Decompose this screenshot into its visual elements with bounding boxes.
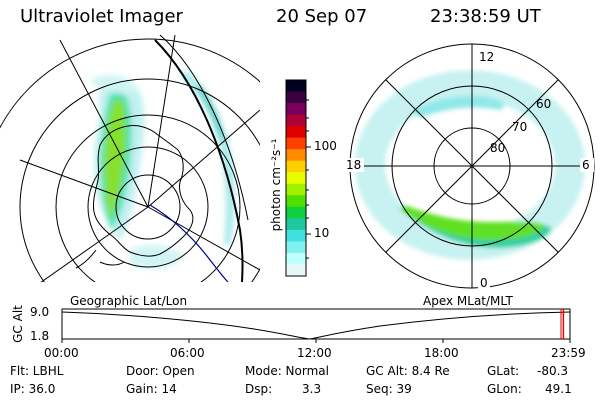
timeline-xtick-2359: 23:59 (551, 346, 586, 360)
colorbar-swatch (286, 160, 306, 173)
info-glon-value: 49.1 (545, 382, 572, 396)
earth-limb (154, 39, 244, 282)
mlat-label-70: 70 (512, 120, 528, 134)
right-panel-label: Apex MLat/MLT (423, 294, 513, 308)
mlat-label-60: 60 (536, 97, 552, 111)
timeline-xtick-0000: 00:00 (44, 346, 79, 360)
left-panel-label: Geographic Lat/Lon (70, 294, 188, 308)
header-time: 23:38:59 UT (430, 6, 541, 27)
colorbar-swatch (286, 195, 306, 208)
timeline-xtick-0600: 06:00 (170, 346, 205, 360)
mlat-label-80: 80 (490, 141, 506, 155)
colorbar-unit-label: photon cm⁻²s⁻¹ (269, 138, 283, 232)
coastline (93, 125, 194, 257)
timeline-xtick-1800: 18:00 (424, 346, 459, 360)
info-glat-label: GLat: (487, 364, 520, 378)
colorbar-swatch (286, 137, 306, 150)
info-dsp-value: 3.3 (302, 382, 322, 396)
colorbar-swatch (286, 80, 306, 93)
colorbar-tick-100: 100 (314, 139, 337, 153)
colorbar-swatch (286, 172, 306, 185)
info-door: Door: Open (126, 364, 195, 378)
colorbar-swatch (286, 241, 306, 254)
mlt-label-18: 18 (346, 158, 362, 172)
colorbar-swatch (286, 149, 306, 162)
terminator-line (149, 204, 229, 282)
colorbar-swatch (286, 103, 306, 116)
info-glat-value: -80.3 (537, 364, 569, 378)
info-ip: IP: 36.0 (10, 382, 56, 396)
timeline-ylabel: GC Alt (11, 305, 25, 343)
apex-polar-map (344, 43, 595, 290)
timeline-xtick-1200: 12:00 (297, 346, 332, 360)
aurora-bottom-patch (130, 244, 185, 269)
color-bar (285, 79, 311, 277)
info-glon-label: GLon: (487, 382, 522, 396)
info-dsp-label: Dsp: (245, 382, 273, 396)
colorbar-swatch (286, 264, 306, 277)
app-title: Ultraviolet Imager (20, 6, 183, 27)
colorbar-swatch (286, 229, 306, 242)
mlt-label-6: 6 (582, 158, 590, 172)
colorbar-swatch (286, 114, 306, 127)
info-gc-alt: GC Alt: 8.4 Re (366, 364, 450, 378)
colorbar-swatch (286, 218, 306, 231)
mlt-label-0: 0 (480, 276, 488, 290)
header-date: 20 Sep 07 (276, 6, 368, 27)
aurora-left-patch (90, 74, 140, 93)
altitude-curve (61, 311, 571, 340)
colorbar-swatch (286, 206, 306, 219)
colorbar-swatch (286, 252, 306, 265)
meridians (19, 34, 260, 282)
colorbar-tick-10: 10 (314, 226, 330, 240)
timeline-ytick-high: 9.0 (30, 305, 50, 319)
colorbar-swatch (286, 183, 306, 196)
altitude-timeline (61, 308, 571, 343)
colorbar-swatch (286, 126, 306, 139)
timeline-ytick-low: 1.8 (30, 329, 50, 343)
info-flt: Flt: LBHL (10, 364, 64, 378)
info-seq: Seq: 39 (366, 382, 412, 396)
mlt-label-12: 12 (479, 50, 495, 64)
lat-circles (0, 38, 260, 282)
coastline-peninsula (75, 249, 125, 269)
aurora-right-core (196, 85, 224, 140)
colorbar-swatch (286, 91, 306, 104)
aurora-core (104, 98, 126, 220)
info-mode: Mode: Normal (245, 364, 329, 378)
info-gain: Gain: 14 (126, 382, 177, 396)
geographic-map (0, 34, 260, 282)
